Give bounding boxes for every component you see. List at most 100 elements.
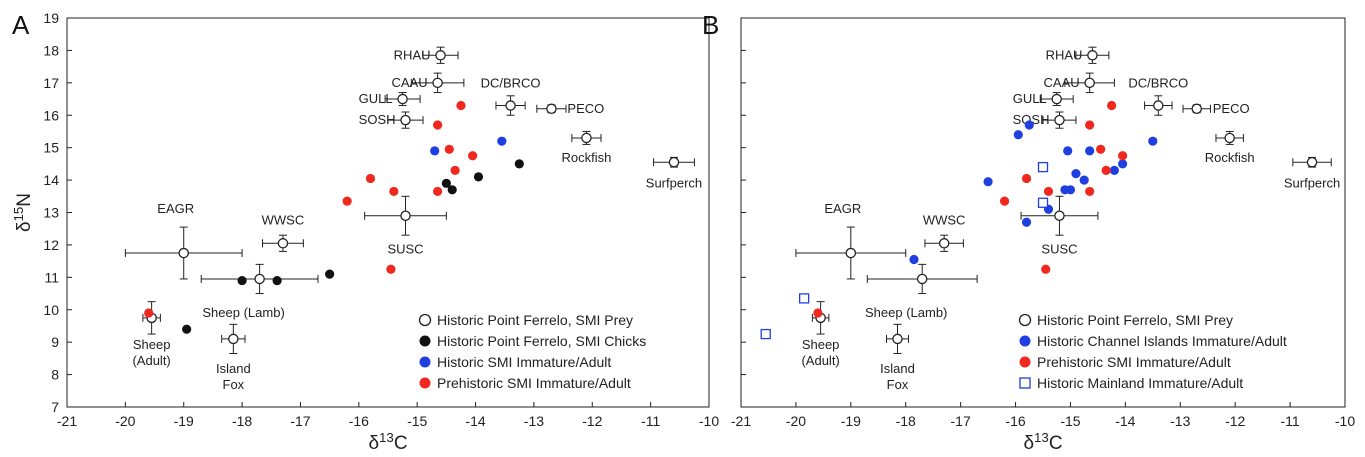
panel-label: A [12, 10, 30, 40]
data-point [325, 269, 335, 279]
legend-marker [1019, 377, 1031, 389]
data-point [441, 178, 451, 188]
x-tick-label: -10 [1335, 413, 1355, 429]
data-point [1060, 185, 1070, 195]
prey-point: Surfperch [646, 156, 702, 190]
y-tick-label: 15 [43, 140, 59, 156]
x-tick-label: -16 [1005, 413, 1025, 429]
series-0 [182, 159, 524, 334]
data-point [456, 100, 466, 111]
data-point [433, 120, 443, 130]
x-tick-label: -16 [349, 413, 369, 429]
legend-marker [1018, 313, 1032, 327]
y-tick-label: 17 [43, 75, 59, 91]
prey-label: PECO [1213, 101, 1250, 116]
legend-label: Historic Point Ferrelo, SMI Prey [437, 312, 633, 328]
y-tick-label: 18 [43, 42, 59, 58]
data-point [1037, 161, 1049, 173]
prey-label: PECO [567, 101, 604, 116]
prey-point: Sheep (Adult) [801, 301, 840, 368]
prey-point: Sheep (Lamb) [865, 263, 978, 320]
x-tick-label: -12 [1225, 413, 1245, 429]
prey-point: GULL [1013, 91, 1074, 106]
x-tick-label: -19 [174, 413, 194, 429]
prey-point: WWSC [923, 212, 965, 252]
panel-B: B -21 -20 -19 -18 -17 -16 -15 -14 -13 -12 -11 -10 δ13… [702, 10, 1355, 454]
prey-label: WWSC [262, 212, 305, 227]
data-point [1071, 169, 1081, 179]
prey-label: Island Fox [216, 361, 251, 392]
prey-point: RHAU [394, 46, 459, 64]
series-2 [760, 161, 1049, 340]
prey-marker [1054, 114, 1065, 126]
data-point [1096, 144, 1106, 154]
data-point [1118, 159, 1128, 169]
y-tick-label: 13 [43, 205, 59, 221]
prey-label: Island Fox [880, 361, 915, 392]
data-point [389, 186, 399, 197]
prey-point: SUSC [364, 195, 447, 257]
prey-label: CAAU [1044, 75, 1080, 90]
data-point [272, 275, 282, 286]
data-point [497, 136, 507, 146]
legend-label: Historic Channel Islands Immature/Adult [1037, 333, 1287, 349]
prey-label: SUSC [1041, 242, 1077, 257]
data-point [450, 165, 460, 175]
prey-label: Surfperch [646, 175, 702, 190]
y-tick-label: 7 [51, 399, 59, 415]
prey-marker [400, 114, 411, 126]
prey-marker [1306, 157, 1318, 168]
data-point [468, 151, 478, 161]
prey-label: EAGR [824, 201, 861, 216]
prey-label: GULL [1013, 91, 1047, 106]
prey-marker [254, 273, 265, 285]
prey-marker [1224, 132, 1235, 144]
x-tick-label: -11 [1280, 413, 1299, 429]
prey-point: CAAU [391, 72, 465, 94]
x-tick-label: -14 [465, 413, 485, 429]
prey-label: SOSH [359, 112, 396, 127]
prey-point: DC/BRCO [481, 76, 541, 116]
prey-point: DC/BRCO [1128, 76, 1188, 116]
data-point [1041, 264, 1051, 274]
y-tick-label: 10 [43, 302, 59, 318]
data-point [909, 254, 919, 265]
prey-label: Sheep (Adult) [801, 337, 839, 368]
data-point [144, 308, 154, 318]
legend-marker [418, 313, 432, 327]
x-tick-label: -17 [290, 413, 310, 429]
prey-point: SOSH [1013, 111, 1077, 129]
data-point [1107, 100, 1117, 111]
data-point [473, 172, 484, 182]
prey-label: RHAU [1046, 47, 1083, 62]
data-point [1148, 136, 1158, 146]
data-point [1079, 175, 1089, 185]
data-point [1085, 186, 1095, 197]
prey-label: CAAU [391, 75, 427, 90]
data-point [1063, 146, 1073, 156]
prey-label: Rockfish [1205, 150, 1255, 165]
x-tick-label: -21 [57, 413, 77, 429]
data-point [447, 185, 457, 195]
prey-marker [938, 238, 950, 249]
x-tick-label: -17 [951, 413, 971, 429]
prey-point: RHAU [1046, 46, 1110, 64]
data-point [342, 196, 352, 206]
data-point [514, 159, 524, 169]
data-point [813, 308, 823, 318]
prey-marker [178, 247, 189, 259]
x-tick-label: -12 [582, 413, 602, 429]
prey-marker [845, 247, 857, 259]
series-2 [144, 100, 478, 318]
x-tick-label: -20 [115, 413, 135, 429]
prey-point: Sheep (Lamb) [200, 263, 319, 320]
data-point [1021, 173, 1032, 184]
prey-marker [277, 238, 289, 249]
prey-label: SOSH [1013, 112, 1050, 127]
prey-marker [668, 157, 680, 168]
series-1 [430, 136, 507, 156]
x-tick-label: -11 [641, 413, 660, 429]
legend-marker [1019, 335, 1031, 347]
data-point [430, 146, 440, 156]
